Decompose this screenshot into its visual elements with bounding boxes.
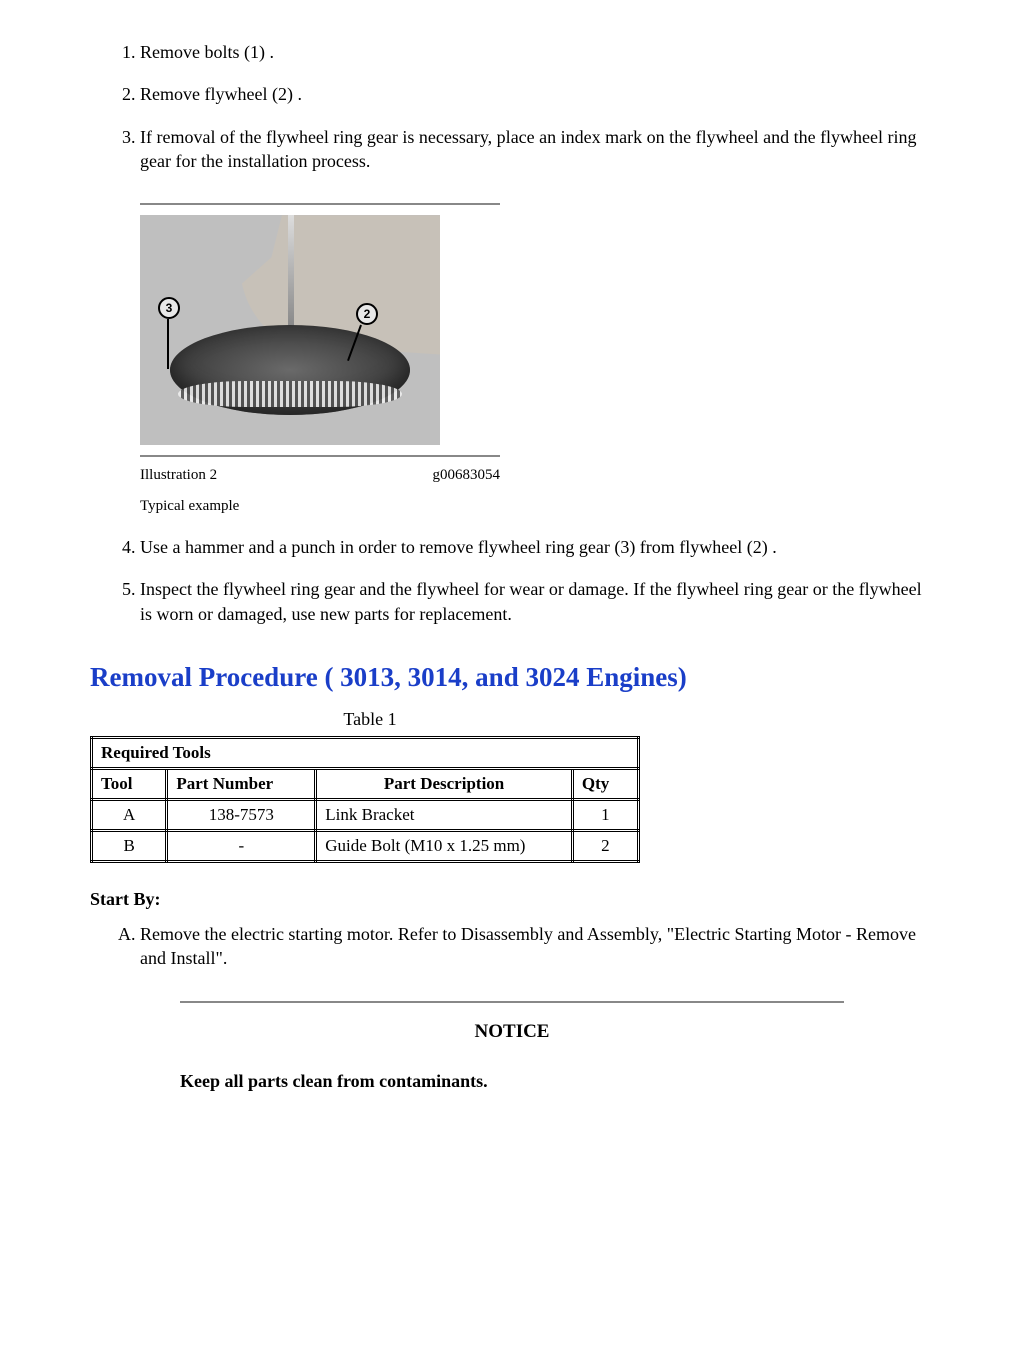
table-header-row: Tool Part Number Part Description Qty [92,769,639,800]
notice-block: NOTICE Keep all parts clean from contami… [180,1001,844,1092]
cell-qty: 2 [572,831,638,862]
callout-3: 3 [158,297,180,319]
illustration-label: Illustration 2 [140,467,217,484]
figure-top-rule [140,203,500,205]
notice-top-rule [180,1001,844,1003]
cell-qty: 1 [572,800,638,831]
table-row: A 138-7573 Link Bracket 1 [92,800,639,831]
table-title-row: Required Tools [92,738,639,769]
illustration-2-image: 3 2 [140,215,440,445]
col-qty: Qty [572,769,638,800]
notice-text: Keep all parts clean from contaminants. [180,1071,844,1092]
cell-part-number: - [167,831,316,862]
step-2: Remove flywheel (2) . [140,82,934,106]
table-title: Required Tools [92,738,639,769]
col-part-description: Part Description [316,769,573,800]
col-tool: Tool [92,769,167,800]
start-by-item: Remove the electric starting motor. Refe… [140,922,934,971]
procedure-steps-2: Use a hammer and a punch in order to rem… [90,535,934,626]
col-part-number: Part Number [167,769,316,800]
start-by-label: Start By: [90,889,934,910]
cell-part-description: Link Bracket [316,800,573,831]
step-3: If removal of the flywheel ring gear is … [140,125,934,174]
illustration-image-id: g00683054 [433,467,501,484]
cell-tool: B [92,831,167,862]
figure-caption-row: Illustration 2 g00683054 [140,467,500,484]
section-heading: Removal Procedure ( 3013, 3014, and 3024… [90,662,934,693]
figure-bottom-rule [140,455,500,457]
figure-block: 3 2 Illustration 2 g00683054 Typical exa… [140,203,500,515]
notice-title: NOTICE [180,1021,844,1043]
step-4: Use a hammer and a punch in order to rem… [140,535,934,559]
figure-subcaption: Typical example [140,498,500,515]
step-1: Remove bolts (1) . [140,40,934,64]
step-5: Inspect the flywheel ring gear and the f… [140,577,934,626]
start-by-list: Remove the electric starting motor. Refe… [90,922,934,971]
required-tools-table: Required Tools Tool Part Number Part Des… [90,736,640,863]
procedure-steps-1: Remove bolts (1) . Remove flywheel (2) .… [90,40,934,173]
cell-part-description: Guide Bolt (M10 x 1.25 mm) [316,831,573,862]
callout-3-pointer [167,319,169,369]
cell-part-number: 138-7573 [167,800,316,831]
cell-tool: A [92,800,167,831]
ring-gear-teeth-graphic [178,381,402,407]
table-caption: Table 1 [90,709,650,730]
table-row: B - Guide Bolt (M10 x 1.25 mm) 2 [92,831,639,862]
